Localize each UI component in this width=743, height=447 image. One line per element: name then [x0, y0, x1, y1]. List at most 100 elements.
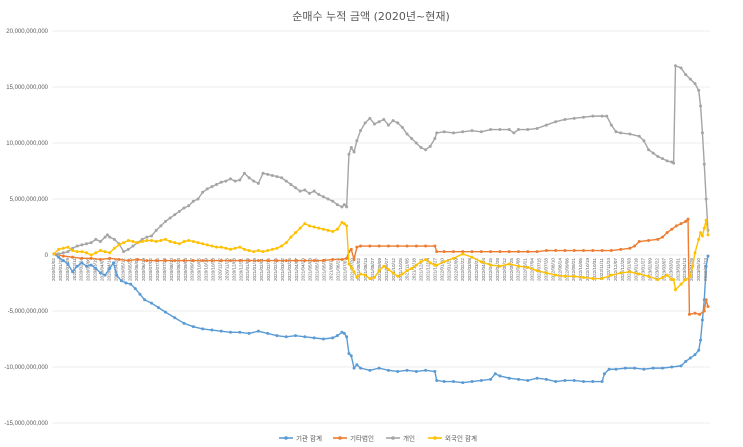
x-tick-label: 2020/11/12 [217, 258, 222, 281]
series-point [335, 334, 339, 338]
series-point [391, 119, 395, 123]
legend-swatch-marker [338, 436, 342, 440]
series-point [435, 131, 439, 135]
series-point [75, 244, 79, 248]
series-point [706, 254, 710, 258]
series-point [672, 278, 676, 282]
series-point [698, 312, 702, 316]
series-point [321, 227, 325, 231]
series-point [145, 235, 149, 239]
series-point [98, 257, 102, 261]
series-point [284, 335, 288, 339]
series-point [628, 270, 632, 274]
x-tick-label: 2020/05/12 [120, 258, 125, 281]
series-point [66, 262, 70, 266]
series-point [163, 259, 167, 263]
series-point [154, 240, 158, 244]
series-point [219, 329, 223, 333]
series-point [373, 122, 376, 126]
series-point [284, 259, 288, 263]
series-point [693, 251, 697, 255]
series-point [688, 77, 692, 81]
series-point [609, 123, 613, 127]
series-point [252, 250, 256, 254]
series-point [140, 237, 144, 241]
series-point [691, 264, 695, 268]
series-point [605, 114, 609, 118]
series-point [335, 203, 339, 207]
series-point [117, 243, 121, 247]
series-point [428, 144, 432, 148]
series-point [119, 279, 123, 283]
series-point [665, 273, 669, 277]
series-point [526, 128, 530, 132]
series-point [359, 244, 363, 248]
series-point [651, 366, 655, 370]
series-point [303, 259, 307, 263]
series-point [307, 224, 311, 228]
series-point [298, 226, 302, 230]
series-point [182, 240, 186, 244]
series-3 [52, 218, 710, 292]
series-point [633, 244, 637, 248]
series-point [591, 249, 595, 253]
x-tick-label: 2023/01/16 [634, 258, 639, 281]
series-point [71, 255, 75, 259]
series-point [660, 366, 664, 370]
x-tick-label: 2021/11/05 [405, 258, 410, 281]
series-point [252, 179, 256, 183]
x-tick-label: 2023/01/03 [627, 258, 632, 281]
series-point [359, 272, 363, 276]
series-point [656, 237, 660, 241]
series-point [103, 250, 107, 254]
series-point [163, 237, 167, 241]
series-point [94, 237, 98, 241]
series-point [665, 231, 669, 235]
x-tick-label: 2021/11/18 [412, 258, 417, 281]
series-point [145, 259, 149, 263]
series-point [168, 216, 172, 220]
series-point [706, 305, 710, 309]
series-point [150, 238, 154, 242]
series-point [424, 244, 428, 248]
series-point [347, 352, 351, 356]
y-tick-label: 5,000,000,000 [10, 197, 49, 203]
series-point [80, 250, 84, 254]
series-point [342, 203, 346, 207]
series-point [544, 377, 548, 381]
series-point [435, 378, 439, 382]
series-point [247, 176, 251, 180]
series-point [229, 177, 233, 181]
x-tick-label: 2020/08/10 [169, 258, 174, 281]
series-point [312, 189, 316, 193]
series-point [461, 130, 465, 134]
series-point [270, 247, 274, 251]
series-point [693, 353, 697, 357]
x-tick-label: 2021/05/17 [315, 258, 320, 281]
series-point [85, 242, 89, 246]
series-point [442, 250, 446, 254]
series-point [554, 273, 558, 277]
series-point [699, 231, 703, 235]
series-point [224, 246, 228, 250]
series-point [57, 247, 61, 251]
series-point [340, 257, 344, 261]
series-point [284, 241, 288, 245]
series-point [693, 82, 697, 86]
series-point [396, 244, 400, 248]
series-point [150, 301, 154, 305]
series-point [600, 114, 604, 118]
y-tick-label: 10,000,000,000 [6, 141, 48, 147]
series-point [122, 241, 126, 245]
series-point [428, 261, 432, 265]
x-tick-label: 2022/07/15 [537, 258, 542, 281]
x-tick-label: 2020/04/28 [113, 258, 118, 281]
series-point [572, 116, 576, 120]
series-point [674, 224, 678, 228]
series-point [303, 222, 307, 226]
series-point [493, 372, 497, 376]
series-point [672, 161, 676, 165]
series-point [702, 162, 706, 166]
x-tick-label: 2020/12/21 [238, 258, 243, 281]
series-point [229, 259, 233, 263]
